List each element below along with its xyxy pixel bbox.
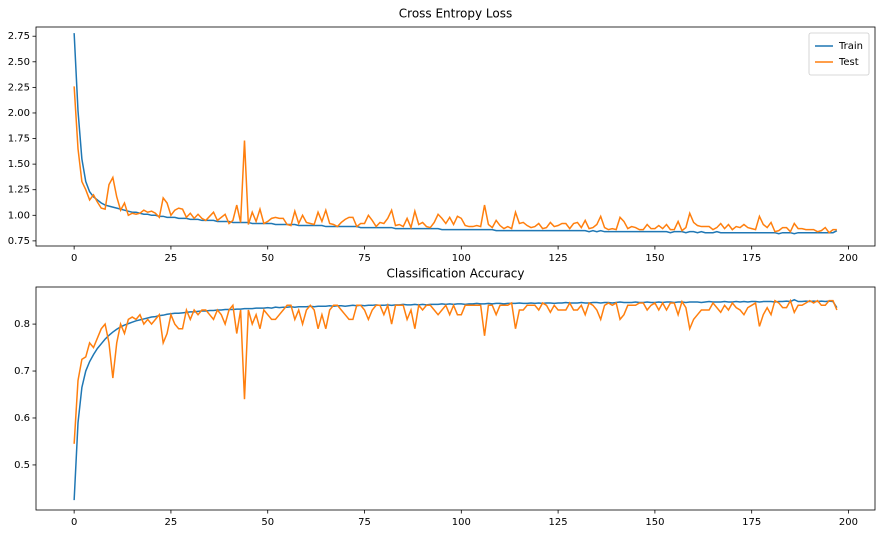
x-tick-label: 100 bbox=[452, 517, 471, 528]
x-tick-label: 0 bbox=[71, 517, 77, 528]
x-tick-label: 100 bbox=[452, 253, 471, 264]
chart-title: Classification Accuracy bbox=[387, 267, 525, 281]
y-tick-label: 0.6 bbox=[14, 413, 30, 424]
series-line bbox=[73, 33, 838, 235]
y-tick-label: 1.50 bbox=[8, 159, 30, 170]
x-tick-label: 200 bbox=[839, 517, 858, 528]
y-tick-label: 2.75 bbox=[8, 31, 30, 42]
y-tick-label: 1.75 bbox=[8, 134, 30, 145]
x-tick-label: 175 bbox=[742, 253, 761, 264]
x-tick-label: 200 bbox=[839, 253, 858, 264]
x-tick-label: 25 bbox=[165, 253, 178, 264]
plot-frame bbox=[35, 26, 876, 247]
x-tick-label: 75 bbox=[358, 253, 371, 264]
chart-title: Cross Entropy Loss bbox=[399, 7, 512, 21]
plot-frame bbox=[35, 286, 876, 511]
x-tick-label: 50 bbox=[261, 253, 274, 264]
y-tick-label: 0.5 bbox=[14, 460, 30, 471]
legend-box bbox=[808, 32, 870, 76]
legend-label: Train bbox=[838, 41, 863, 52]
y-tick-label: 2.00 bbox=[8, 108, 30, 119]
y-tick-label: 0.8 bbox=[14, 319, 30, 330]
y-tick-label: 2.50 bbox=[8, 57, 30, 68]
y-tick-label: 0.7 bbox=[14, 366, 30, 377]
x-tick-label: 150 bbox=[645, 517, 664, 528]
series-line bbox=[73, 298, 838, 444]
x-tick-label: 25 bbox=[165, 517, 178, 528]
x-tick-label: 125 bbox=[549, 253, 568, 264]
series-line bbox=[73, 298, 838, 501]
x-tick-label: 0 bbox=[71, 253, 77, 264]
x-tick-label: 75 bbox=[358, 517, 371, 528]
x-tick-label: 150 bbox=[645, 253, 664, 264]
y-tick-label: 0.75 bbox=[8, 236, 30, 247]
x-tick-label: 175 bbox=[742, 517, 761, 528]
x-tick-label: 50 bbox=[261, 517, 274, 528]
y-tick-label: 1.25 bbox=[8, 185, 30, 196]
x-tick-label: 125 bbox=[549, 517, 568, 528]
y-tick-label: 2.25 bbox=[8, 82, 30, 93]
y-tick-label: 1.00 bbox=[8, 210, 30, 221]
series-line bbox=[73, 86, 837, 234]
legend-label: Test bbox=[838, 57, 859, 68]
